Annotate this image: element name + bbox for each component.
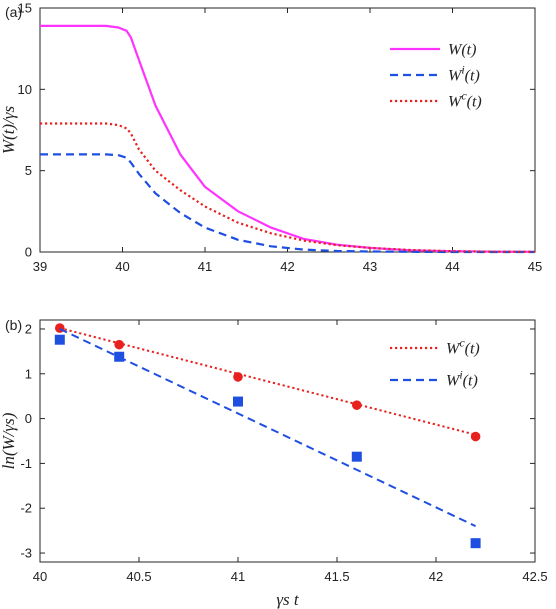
x-tick-label: 41 (231, 569, 245, 584)
x-tick-label: 40.5 (126, 569, 151, 584)
chart-panel-a: 39 40 41 42 43 44 45 0 5 10 15(a) W(t)/γs W(t) Wi(t) W… (0, 1, 542, 275)
data-point-square (233, 396, 243, 407)
x-tick-label: 39 (33, 259, 47, 274)
panel-label: (a) (5, 4, 22, 20)
panel-label: (b) (5, 317, 22, 333)
data-point-square (114, 351, 125, 362)
fit-line-0 (59, 327, 476, 436)
x-tick-label: 45 (528, 259, 542, 274)
legend-entry: Wi(t) (448, 63, 480, 85)
data-point-square (470, 538, 481, 549)
x-tick-label: 41 (198, 259, 212, 274)
y-tick-label: 0 (25, 411, 32, 426)
data-point-square (351, 451, 362, 462)
legend-entry: W(t) (448, 42, 476, 59)
x-tick-label: 44 (445, 259, 459, 274)
y-tick-label: -2 (20, 501, 32, 516)
data-point-circle (233, 372, 243, 382)
x-tick-label: 40 (115, 259, 129, 274)
x-tick-label: 42.5 (522, 569, 547, 584)
y-tick-label: 2 (25, 321, 32, 336)
series-line-0 (40, 24, 536, 253)
y-tick-label: -1 (20, 456, 32, 471)
y-tick-label: 1 (25, 366, 32, 381)
y-tick-label: 5 (25, 163, 32, 178)
chart-panel-b: 40 40.5 41 41.5 42 42.5 -3 -2 -1 0 1 2(b) ln(W/γs) γs… (0, 317, 548, 609)
legend-entry: Wc(t) (448, 89, 482, 111)
data-point-circle (352, 400, 362, 410)
data-point-square (54, 334, 65, 345)
x-tick-label: 42 (280, 259, 294, 274)
data-point-circle (114, 339, 124, 350)
y-axis-label: ln(W/γs) (0, 412, 18, 469)
series-line-1 (40, 153, 535, 254)
y-tick-label: -3 (20, 546, 32, 561)
y-tick-label: 15 (18, 1, 32, 16)
legend-entry: Wc(t) (446, 336, 480, 358)
legend-entry: Wi(t) (446, 368, 478, 390)
fit-line-1 (59, 328, 477, 528)
x-axis-label: γs t (276, 590, 300, 609)
x-tick-label: 42 (429, 569, 443, 584)
y-tick-label: 0 (25, 245, 32, 260)
x-tick-label: 41.5 (324, 569, 349, 584)
y-axis-label: W(t)/γs (0, 105, 18, 154)
x-tick-label: 40 (33, 569, 47, 584)
axes-frame (39, 319, 536, 563)
y-tick-label: 10 (18, 82, 32, 97)
data-point-circle (470, 431, 481, 442)
x-tick-label: 43 (363, 259, 377, 274)
